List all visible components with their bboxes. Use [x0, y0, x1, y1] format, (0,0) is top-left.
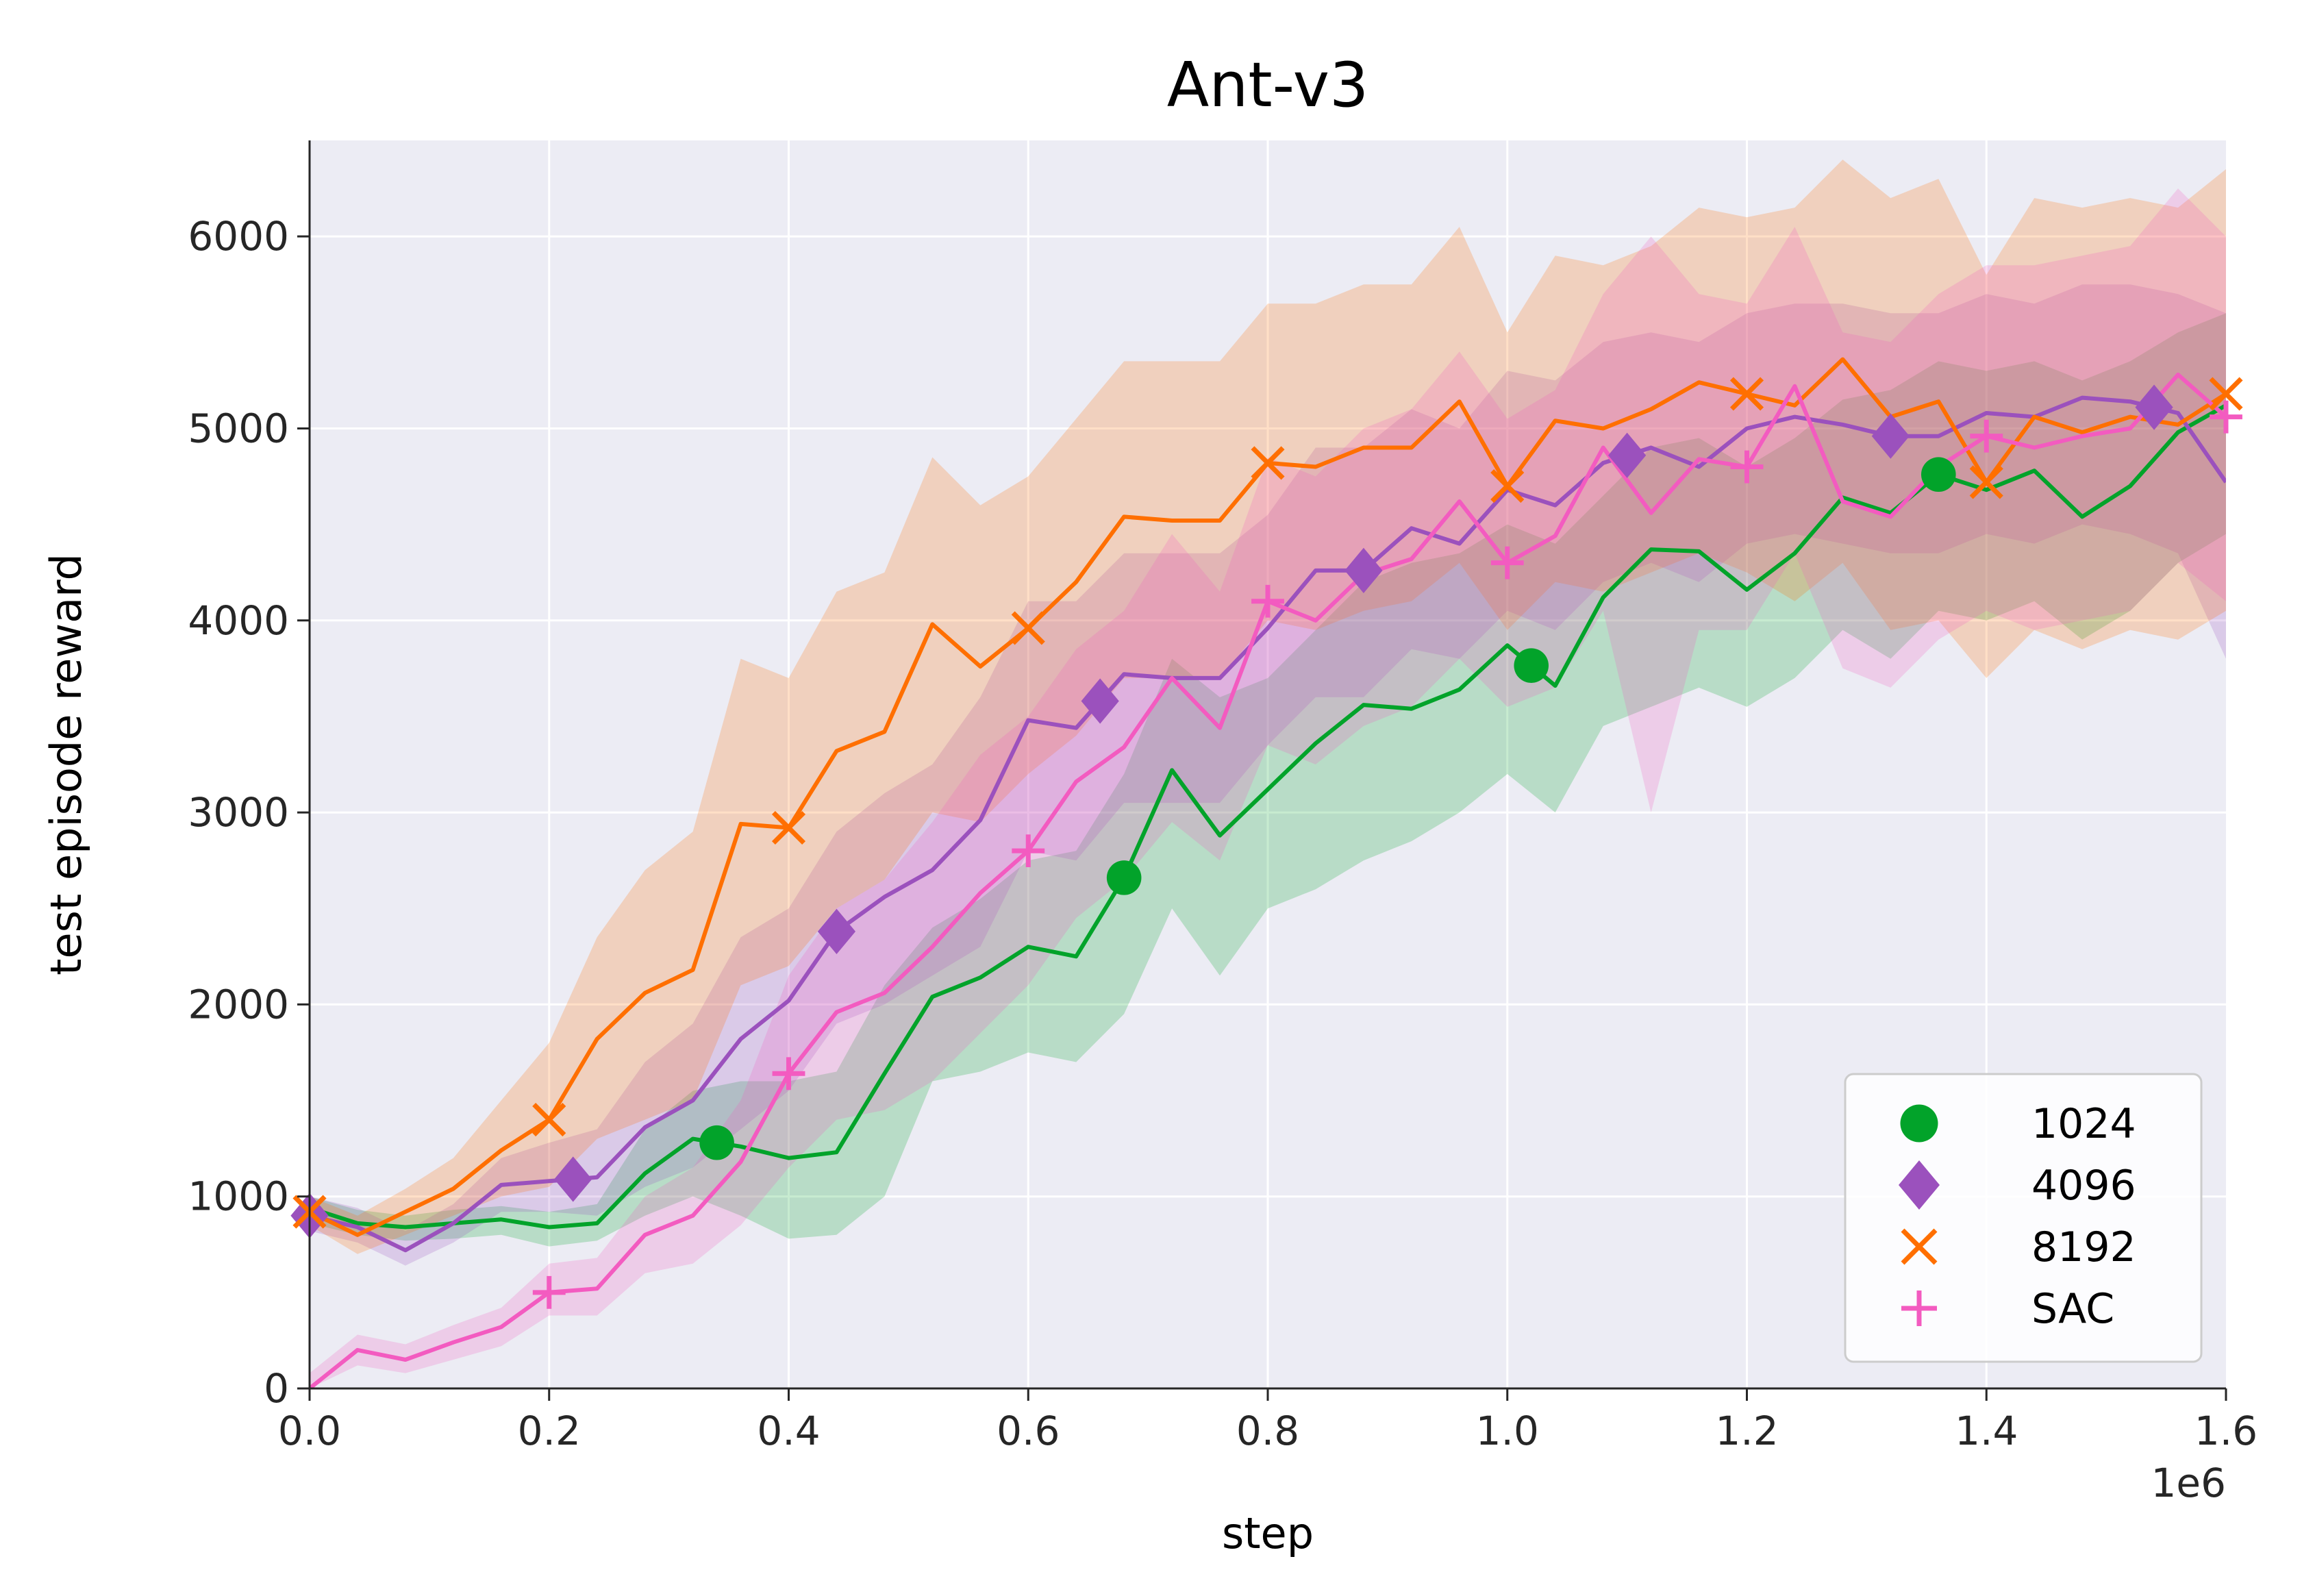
legend-label: 4096 [2031, 1162, 2136, 1210]
y-tick-label: 2000 [188, 981, 289, 1027]
legend-entry: SAC [1901, 1285, 2114, 1333]
x-tick-label: 0.0 [278, 1408, 341, 1454]
y-tick-label: 1000 [188, 1173, 289, 1220]
band-8192 [310, 160, 2226, 1254]
marker-8192 [1251, 446, 1285, 480]
x-tick-label: 0.4 [757, 1408, 820, 1454]
marker-1024 [1921, 457, 1956, 492]
x-tick-label: 1.2 [1715, 1408, 1778, 1454]
y-tick-label: 3000 [188, 789, 289, 836]
marker-4096 [2135, 384, 2173, 430]
marker-SAC [2210, 400, 2242, 434]
legend-entry: 8192 [1901, 1223, 2136, 1271]
marker-4096 [1081, 678, 1119, 724]
x-tick-label: 0.6 [997, 1408, 1060, 1454]
band-4096 [310, 284, 2226, 1266]
y-tick-label: 5000 [188, 405, 289, 451]
axes: 0.0 0.2 0.4 0.6 0.8 1.0 1.2 1.4 1.6 0 1000 2000 3000… [188, 140, 2257, 1454]
marker-1024 [1514, 648, 1549, 683]
marker-SAC [532, 1275, 566, 1309]
legend-marker [1901, 1228, 1938, 1265]
legend-label: 1024 [2031, 1100, 2136, 1148]
marker-8192 [532, 1103, 566, 1137]
marker-SAC [1012, 834, 1045, 868]
chart-title: Ant-v3 [1167, 49, 1368, 121]
marker-4096 [817, 908, 856, 954]
legend-label: 8192 [2031, 1223, 2136, 1271]
marker-8192 [2209, 377, 2243, 411]
grid [310, 140, 2226, 1388]
y-axis-label: test episode reward [41, 553, 91, 975]
marker-SAC [1251, 584, 1284, 618]
x-axis-label: step [1222, 1508, 1314, 1558]
marker-8192 [1729, 377, 1764, 411]
legend-entry: 1024 [1900, 1100, 2136, 1148]
x-axis-scale-label: 1e6 [2151, 1460, 2227, 1506]
marker-SAC [772, 1057, 805, 1090]
x-tick-label: 1.6 [2194, 1408, 2257, 1454]
legend-frame [1844, 1073, 2203, 1363]
marker-SAC [1730, 450, 1764, 484]
marker-8192 [1969, 465, 2003, 499]
band-1024 [310, 313, 2226, 1247]
legend: 1024 4096 8192 SAC [1844, 1073, 2203, 1363]
marker-1024 [1106, 860, 1142, 895]
x-tick-label: 0.2 [518, 1408, 581, 1454]
x-tick-label: 1.4 [1955, 1408, 2018, 1454]
y-tick-label: 0 [264, 1365, 289, 1412]
legend-label: SAC [2031, 1285, 2114, 1333]
marker-1024 [699, 1125, 734, 1160]
legend-entry: 4096 [1899, 1160, 2136, 1210]
marker-8192 [771, 810, 806, 845]
marker-4096 [1608, 432, 1647, 478]
legend-marker [1899, 1160, 1940, 1210]
y-tick-label: 4000 [188, 597, 289, 644]
marker-4096 [554, 1156, 592, 1202]
series-markers [290, 377, 2243, 1309]
marker-8192 [1011, 611, 1045, 645]
marker-8192 [1490, 469, 1525, 503]
marker-4096 [1344, 547, 1383, 594]
legend-marker [1901, 1290, 1937, 1326]
legend-marker [1900, 1104, 1938, 1143]
x-tick-label: 1.0 [1476, 1408, 1539, 1454]
marker-SAC [1970, 419, 2003, 453]
y-tick-label: 6000 [188, 213, 289, 260]
marker-4096 [1871, 413, 1910, 459]
x-tick-label: 0.8 [1236, 1408, 1299, 1454]
marker-SAC [1490, 546, 1524, 579]
